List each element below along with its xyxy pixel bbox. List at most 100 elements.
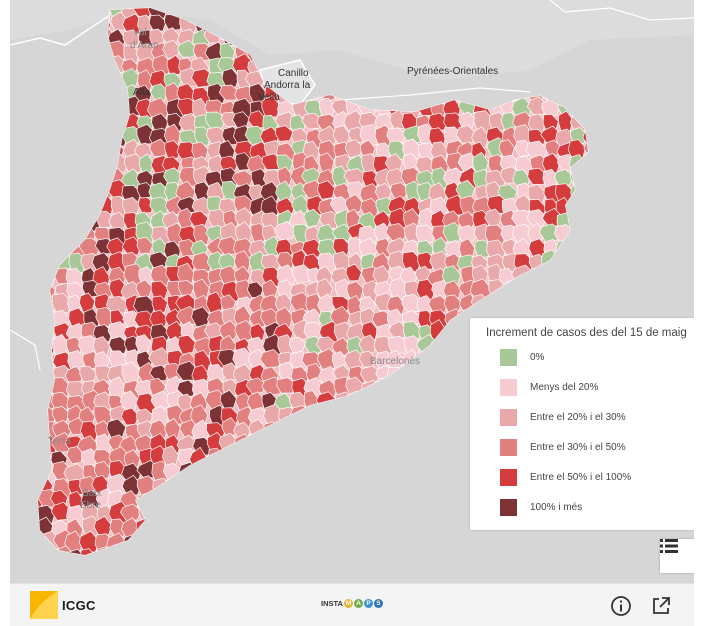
municipality[interactable] bbox=[471, 126, 489, 149]
municipality[interactable] bbox=[51, 406, 70, 424]
info-icon[interactable] bbox=[610, 595, 632, 617]
municipality[interactable] bbox=[91, 252, 113, 273]
municipality[interactable] bbox=[345, 263, 362, 282]
municipality[interactable] bbox=[66, 446, 84, 464]
municipality[interactable] bbox=[177, 39, 198, 58]
municipality[interactable] bbox=[303, 208, 322, 228]
municipality[interactable] bbox=[261, 95, 281, 118]
municipality[interactable] bbox=[164, 417, 181, 439]
municipality[interactable] bbox=[455, 125, 477, 144]
municipality[interactable] bbox=[358, 334, 378, 355]
municipality[interactable] bbox=[317, 180, 336, 200]
municipality[interactable] bbox=[526, 96, 547, 115]
municipality[interactable] bbox=[527, 167, 548, 185]
municipality[interactable] bbox=[218, 320, 239, 341]
municipality[interactable] bbox=[138, 266, 155, 286]
municipality[interactable] bbox=[570, 127, 588, 145]
municipality[interactable] bbox=[138, 153, 155, 174]
municipality[interactable] bbox=[149, 364, 170, 381]
municipality[interactable] bbox=[119, 503, 142, 522]
municipality[interactable] bbox=[386, 127, 407, 145]
municipality[interactable] bbox=[346, 281, 364, 301]
municipality[interactable] bbox=[583, 139, 604, 159]
municipality[interactable] bbox=[135, 279, 153, 298]
municipality[interactable] bbox=[274, 221, 297, 241]
choropleth-map[interactable] bbox=[10, 0, 694, 583]
municipality[interactable] bbox=[442, 221, 464, 243]
municipality[interactable] bbox=[276, 154, 294, 174]
municipality[interactable] bbox=[388, 320, 407, 340]
municipality[interactable] bbox=[108, 336, 129, 355]
layers-button[interactable] bbox=[660, 539, 694, 573]
municipality[interactable] bbox=[457, 224, 478, 243]
municipality[interactable] bbox=[166, 54, 184, 76]
municipality[interactable] bbox=[93, 515, 113, 537]
municipality[interactable] bbox=[316, 348, 339, 370]
municipality[interactable] bbox=[343, 168, 367, 185]
icgc-logo[interactable]: ICGC bbox=[30, 591, 96, 619]
municipality[interactable] bbox=[234, 207, 254, 227]
municipality[interactable] bbox=[164, 140, 182, 160]
municipality[interactable] bbox=[511, 209, 534, 228]
municipality[interactable] bbox=[177, 334, 197, 355]
municipality[interactable] bbox=[93, 461, 112, 481]
municipality[interactable] bbox=[136, 236, 154, 255]
municipality[interactable] bbox=[137, 197, 155, 214]
municipality[interactable] bbox=[93, 391, 114, 411]
municipality[interactable] bbox=[245, 377, 267, 394]
municipality[interactable] bbox=[219, 155, 239, 174]
municipality[interactable] bbox=[259, 349, 283, 369]
municipality[interactable] bbox=[163, 167, 182, 186]
municipality[interactable] bbox=[458, 111, 476, 131]
municipality[interactable] bbox=[390, 182, 409, 200]
municipality[interactable] bbox=[317, 125, 339, 146]
municipality[interactable] bbox=[247, 110, 267, 129]
municipality[interactable] bbox=[150, 280, 169, 302]
municipality[interactable] bbox=[135, 334, 152, 354]
municipality[interactable] bbox=[557, 110, 574, 134]
instamaps-brand[interactable]: INSTA M A P S bbox=[321, 599, 383, 608]
municipality[interactable] bbox=[218, 84, 240, 101]
open-external-icon[interactable] bbox=[650, 595, 672, 617]
municipality[interactable] bbox=[344, 193, 364, 213]
municipality[interactable] bbox=[232, 347, 254, 371]
municipality[interactable] bbox=[582, 128, 604, 148]
municipality[interactable] bbox=[123, 153, 145, 175]
municipality[interactable] bbox=[221, 68, 240, 89]
municipality[interactable] bbox=[362, 170, 380, 189]
municipality[interactable] bbox=[484, 208, 503, 228]
municipality[interactable] bbox=[415, 224, 436, 245]
municipality[interactable] bbox=[136, 182, 154, 200]
municipality[interactable] bbox=[176, 379, 197, 398]
municipality[interactable] bbox=[121, 474, 142, 497]
municipality[interactable] bbox=[385, 223, 408, 241]
municipality[interactable] bbox=[544, 139, 562, 156]
municipality[interactable] bbox=[554, 169, 574, 188]
municipality[interactable] bbox=[149, 83, 168, 103]
municipality[interactable] bbox=[301, 112, 323, 130]
municipality[interactable] bbox=[292, 264, 313, 285]
municipality[interactable] bbox=[120, 390, 139, 412]
municipality[interactable] bbox=[148, 14, 167, 32]
municipality[interactable] bbox=[121, 236, 142, 256]
municipality[interactable] bbox=[107, 321, 129, 342]
municipality[interactable] bbox=[106, 296, 129, 314]
municipality[interactable] bbox=[277, 166, 293, 187]
municipality[interactable] bbox=[274, 125, 294, 142]
municipality[interactable] bbox=[275, 306, 294, 330]
municipality[interactable] bbox=[177, 279, 195, 296]
municipality[interactable] bbox=[219, 389, 237, 409]
municipality[interactable] bbox=[331, 296, 352, 311]
municipality[interactable] bbox=[205, 111, 227, 129]
municipality[interactable] bbox=[109, 518, 127, 538]
municipality[interactable] bbox=[149, 196, 171, 215]
map-view[interactable]: Val d'Aran Canillo Andorra la Vella Pyrénées-… bbox=[10, 0, 694, 583]
municipality[interactable] bbox=[151, 295, 168, 314]
municipality[interactable] bbox=[149, 138, 169, 158]
municipality[interactable] bbox=[428, 295, 449, 315]
municipality[interactable] bbox=[193, 223, 211, 245]
municipality[interactable] bbox=[388, 335, 410, 355]
municipality[interactable] bbox=[514, 194, 532, 214]
municipality[interactable] bbox=[276, 377, 297, 394]
municipality[interactable] bbox=[122, 29, 141, 47]
